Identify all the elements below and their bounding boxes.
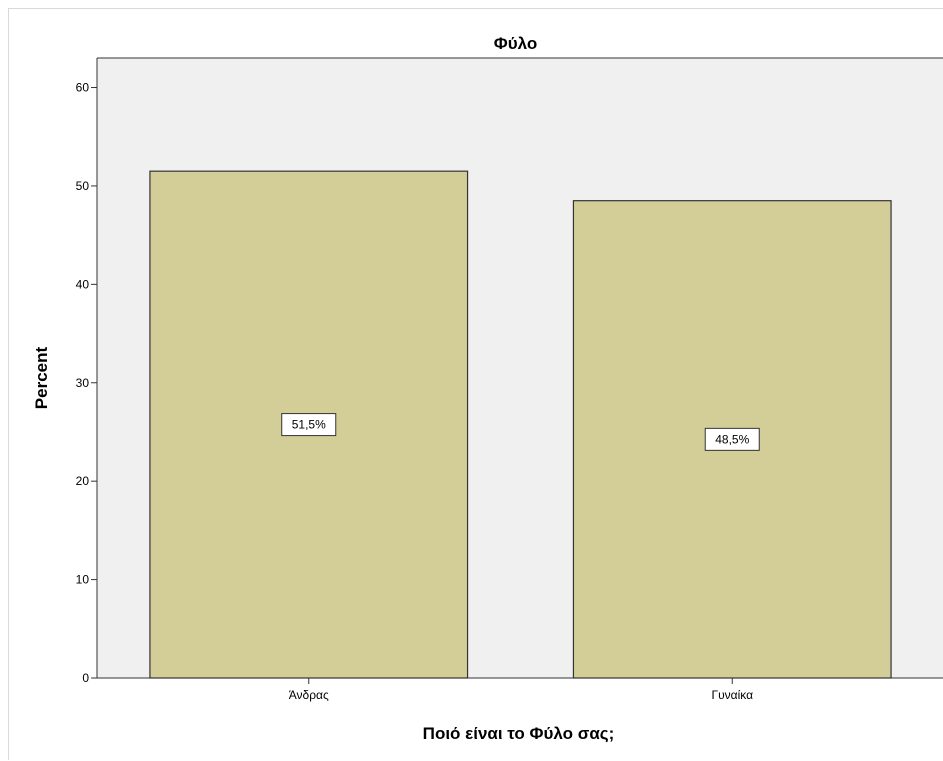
y-tick-label: 60 [76, 81, 90, 95]
data-label-box [281, 413, 337, 437]
y-tick-label: 30 [76, 376, 90, 390]
y-axis: 0 10 20 30 40 50 60 [76, 57, 943, 685]
x-axis: Άνδρας Γυναίκα [97, 677, 943, 702]
y-axis-title: Percent [32, 346, 51, 409]
x-tick-label: Γυναίκα [711, 688, 753, 702]
data-label: 51,5% [292, 418, 326, 432]
y-tick-label: 0 [82, 671, 89, 685]
y-tick-label: 20 [76, 474, 90, 488]
bar-chart: 51,5% 48,5% 0 10 20 30 40 50 60 Άνδρας Γυναίκα Φ… [32, 34, 943, 743]
y-tick-label: 50 [76, 179, 90, 193]
y-tick-label: 10 [76, 573, 90, 587]
chart-title: Φύλο [494, 34, 537, 53]
chart-frame: 51,5% 48,5% 0 10 20 30 40 50 60 Άνδρας Γυναίκα Φ… [8, 8, 943, 760]
x-axis-title: Ποιό είναι το Φύλο σας; [423, 724, 615, 743]
y-tick-label: 40 [76, 277, 90, 291]
x-tick-label: Άνδρας [289, 688, 329, 702]
data-label: 48,5% [715, 432, 749, 446]
data-label-box [704, 427, 760, 451]
data-labels-layer: 51,5% 48,5% [281, 413, 760, 451]
